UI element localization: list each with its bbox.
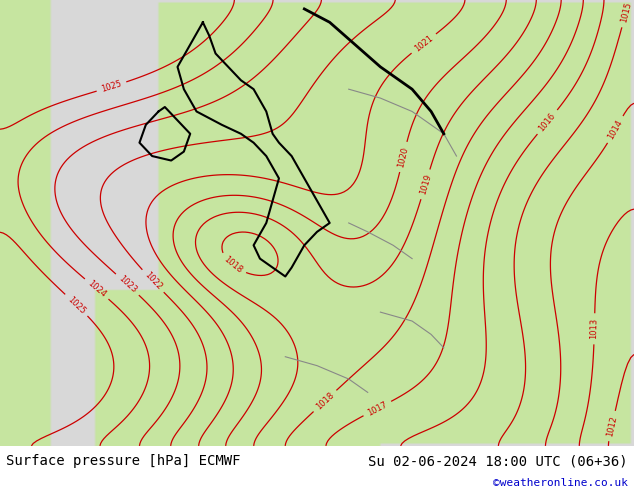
Text: 1025: 1025 [100, 79, 123, 94]
Text: 1017: 1017 [366, 400, 389, 417]
Text: 1023: 1023 [117, 274, 138, 295]
Text: 1020: 1020 [396, 146, 410, 168]
Text: 1025: 1025 [66, 294, 87, 316]
Text: 1012: 1012 [605, 415, 618, 437]
Text: 1015: 1015 [619, 1, 633, 24]
Text: 1018: 1018 [221, 255, 243, 275]
Text: 1024: 1024 [86, 279, 108, 299]
Text: 1014: 1014 [606, 118, 624, 141]
Text: Surface pressure [hPa] ECMWF: Surface pressure [hPa] ECMWF [6, 454, 241, 468]
Text: 1021: 1021 [413, 33, 435, 53]
Text: ©weatheronline.co.uk: ©weatheronline.co.uk [493, 478, 628, 489]
Text: 1019: 1019 [418, 173, 433, 196]
Text: 1016: 1016 [537, 111, 557, 133]
Text: 1018: 1018 [314, 391, 336, 412]
Text: 1022: 1022 [143, 270, 164, 292]
Text: 1013: 1013 [590, 318, 599, 340]
Text: Su 02-06-2024 18:00 UTC (06+36): Su 02-06-2024 18:00 UTC (06+36) [368, 454, 628, 468]
